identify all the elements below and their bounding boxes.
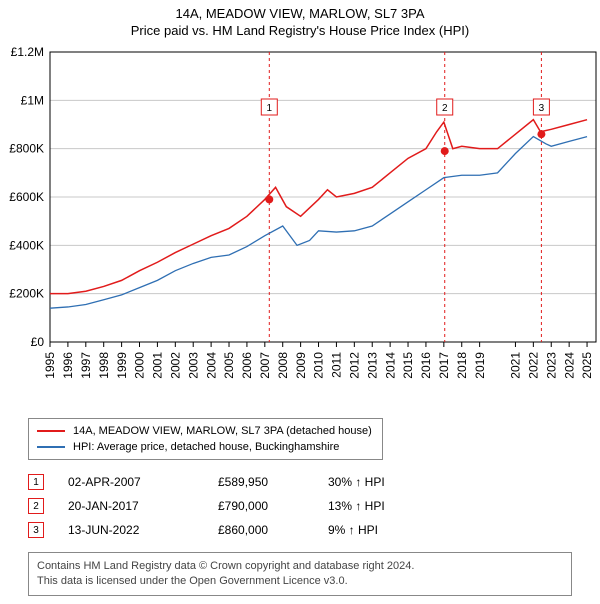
svg-text:2007: 2007 <box>258 352 272 379</box>
event-delta: 30% ↑ HPI <box>328 475 438 489</box>
event-row: 3 13-JUN-2022£860,0009% ↑ HPI <box>28 518 600 542</box>
legend-swatch <box>37 430 65 432</box>
event-delta: 13% ↑ HPI <box>328 499 438 513</box>
legend-item: 14A, MEADOW VIEW, MARLOW, SL7 3PA (detac… <box>37 423 372 439</box>
svg-text:2018: 2018 <box>455 352 469 379</box>
chart-svg: £0 £200K £400K £600K £800K £1M £1.2M 1995 1996 19… <box>0 42 600 412</box>
svg-text:2017: 2017 <box>437 352 451 379</box>
chart-title: 14A, MEADOW VIEW, MARLOW, SL7 3PA <box>0 6 600 21</box>
svg-text:2010: 2010 <box>312 352 326 379</box>
svg-text:£1.2M: £1.2M <box>11 45 44 59</box>
events-table: 1 02-APR-2007£589,95030% ↑ HPI 2 20-JAN-201… <box>28 470 600 542</box>
event-badge: 1 <box>28 474 44 490</box>
chart-area: £0 £200K £400K £600K £800K £1M £1.2M 1995 1996 19… <box>0 42 600 412</box>
footer-line: This data is licensed under the Open Gov… <box>37 574 563 589</box>
event-date: 20-JAN-2017 <box>68 499 218 513</box>
event-date: 02-APR-2007 <box>68 475 218 489</box>
svg-text:2022: 2022 <box>527 352 541 379</box>
svg-text:1997: 1997 <box>79 352 93 379</box>
svg-text:2016: 2016 <box>419 352 433 379</box>
legend-item: HPI: Average price, detached house, Buck… <box>37 439 372 455</box>
event-badge: 2 <box>28 498 44 514</box>
svg-text:2015: 2015 <box>401 352 415 379</box>
svg-text:1: 1 <box>267 103 273 114</box>
svg-text:£0: £0 <box>31 335 45 349</box>
event-price: £790,000 <box>218 499 328 513</box>
svg-text:2009: 2009 <box>294 352 308 379</box>
svg-text:2019: 2019 <box>473 352 487 379</box>
attribution-footer: Contains HM Land Registry data © Crown c… <box>28 552 572 596</box>
svg-text:2000: 2000 <box>133 352 147 379</box>
event-row: 2 20-JAN-2017£790,00013% ↑ HPI <box>28 494 600 518</box>
svg-text:£800K: £800K <box>9 142 44 156</box>
event-badge: 3 <box>28 522 44 538</box>
legend-label: HPI: Average price, detached house, Buck… <box>73 439 339 455</box>
chart-subtitle: Price paid vs. HM Land Registry's House … <box>0 23 600 38</box>
event-row: 1 02-APR-2007£589,95030% ↑ HPI <box>28 470 600 494</box>
event-price: £589,950 <box>218 475 328 489</box>
svg-text:£600K: £600K <box>9 190 44 204</box>
event-price: £860,000 <box>218 523 328 537</box>
svg-text:£1M: £1M <box>21 93 44 107</box>
legend-label: 14A, MEADOW VIEW, MARLOW, SL7 3PA (detac… <box>73 423 372 439</box>
svg-text:2011: 2011 <box>330 352 344 378</box>
svg-text:2021: 2021 <box>509 352 523 379</box>
svg-text:2001: 2001 <box>151 352 165 379</box>
svg-text:2025: 2025 <box>580 352 594 379</box>
chart-container: 14A, MEADOW VIEW, MARLOW, SL7 3PA Price … <box>0 0 600 596</box>
svg-text:1995: 1995 <box>43 352 57 379</box>
svg-text:2013: 2013 <box>365 352 379 379</box>
svg-text:2023: 2023 <box>544 352 558 379</box>
svg-text:2004: 2004 <box>204 352 218 379</box>
svg-text:2012: 2012 <box>348 352 362 379</box>
svg-text:2003: 2003 <box>186 352 200 379</box>
svg-text:2: 2 <box>442 103 448 114</box>
event-date: 13-JUN-2022 <box>68 523 218 537</box>
svg-text:1998: 1998 <box>97 352 111 379</box>
svg-text:2005: 2005 <box>222 352 236 379</box>
svg-text:1999: 1999 <box>115 352 129 379</box>
svg-text:2002: 2002 <box>169 352 183 379</box>
svg-text:2024: 2024 <box>562 352 576 379</box>
svg-text:3: 3 <box>539 103 545 114</box>
legend: 14A, MEADOW VIEW, MARLOW, SL7 3PA (detac… <box>28 418 383 460</box>
svg-text:2008: 2008 <box>276 352 290 379</box>
event-delta: 9% ↑ HPI <box>328 523 438 537</box>
svg-text:1996: 1996 <box>61 352 75 379</box>
footer-line: Contains HM Land Registry data © Crown c… <box>37 559 563 574</box>
svg-text:£200K: £200K <box>9 287 44 301</box>
legend-swatch <box>37 446 65 448</box>
svg-text:2006: 2006 <box>240 352 254 379</box>
svg-text:2014: 2014 <box>383 352 397 379</box>
svg-text:£400K: £400K <box>9 238 44 252</box>
title-block: 14A, MEADOW VIEW, MARLOW, SL7 3PA Price … <box>0 0 600 42</box>
